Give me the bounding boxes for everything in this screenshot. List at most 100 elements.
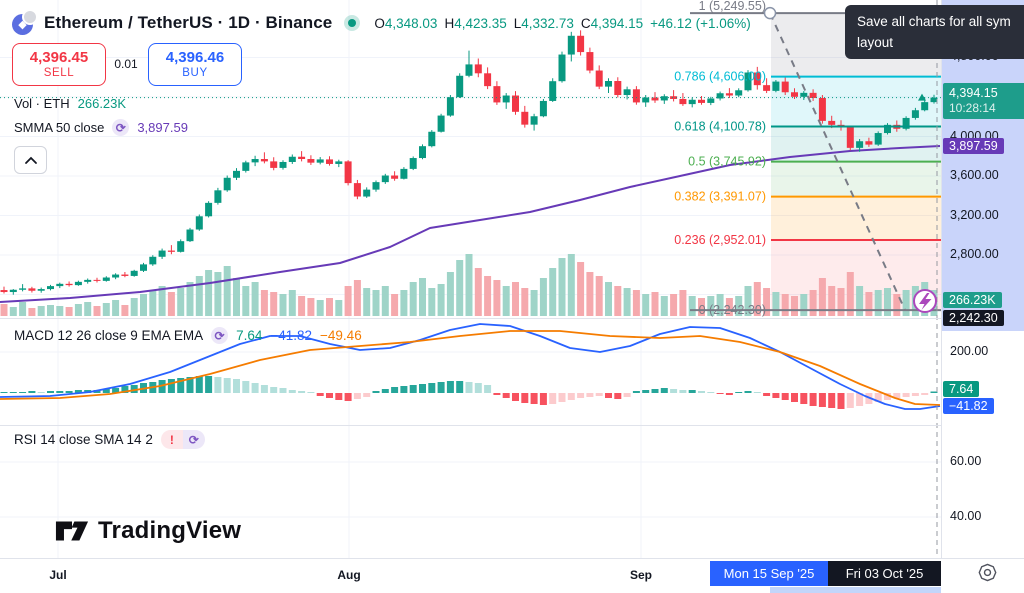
- macd-histogram-bar: [818, 393, 826, 407]
- collapse-legend-button[interactable]: [14, 146, 47, 174]
- pane-separator-macd-rsi[interactable]: [0, 425, 1024, 426]
- macd-histogram-bar: [567, 393, 575, 400]
- close-value: 4,394.15: [590, 15, 644, 31]
- volume-bar: [623, 288, 631, 316]
- price-axis[interactable]: 4,800.004,000.003,600.003,200.002,800.00…: [942, 0, 1024, 558]
- macd-histogram-bar: [409, 385, 417, 393]
- volume-bar: [47, 305, 54, 316]
- volume-axis-badge: 266.23K: [943, 292, 1002, 308]
- macd-histogram-bar: [930, 391, 938, 393]
- candle-body: [670, 96, 678, 99]
- volume-bar: [502, 286, 510, 316]
- candle-body: [391, 175, 399, 179]
- candle-body: [223, 177, 231, 191]
- macd-histogram-bar: [372, 391, 380, 393]
- macd-legend[interactable]: MACD 12 26 close 9 EMA EMA ⟳ 7.64 −41.82…: [14, 327, 362, 344]
- close-label: C: [580, 15, 591, 31]
- candle-body: [865, 141, 873, 145]
- candle-body: [446, 97, 454, 116]
- volume-bar: [763, 288, 771, 316]
- macd-histogram-bar: [19, 392, 27, 393]
- volume-bar: [549, 268, 557, 316]
- volume-bar: [381, 286, 389, 316]
- macd-histogram-bar: [791, 393, 798, 402]
- fib-level-label: 0.236 (2,952.01): [674, 233, 766, 247]
- volume-bar: [56, 306, 64, 316]
- volume-legend[interactable]: Vol · ETH 266.23K: [14, 96, 126, 111]
- volume-bar: [456, 260, 464, 316]
- candle-body: [772, 81, 780, 91]
- buy-price: 4,396.46: [165, 49, 225, 67]
- candle-body: [530, 116, 538, 125]
- quick-trade-button[interactable]: [913, 289, 937, 313]
- volume-bar: [605, 282, 612, 316]
- time-axis[interactable]: Jul Aug Sep Mon 15 Sep '25 Fri 03 Oct '25: [0, 559, 1024, 593]
- tradingview-logo[interactable]: TradingView: [55, 517, 241, 545]
- refresh-icon[interactable]: ⟳: [211, 327, 229, 344]
- candle-body: [214, 190, 222, 203]
- sell-button[interactable]: 4,396.45 SELL: [12, 43, 106, 86]
- market-status-icon[interactable]: [344, 15, 361, 31]
- volume-bar: [679, 290, 687, 316]
- macd-histogram-bar: [223, 378, 231, 393]
- range-end-badge: Fri 03 Oct '25: [828, 561, 941, 586]
- macd-signal-line: [0, 330, 941, 406]
- volume-bar: [865, 292, 873, 316]
- macd-histogram-bar: [316, 393, 324, 396]
- volume-bar: [316, 300, 324, 316]
- volume-bar: [19, 302, 27, 316]
- fib-zero-badge: 2,242.30: [943, 310, 1004, 326]
- volume-bar: [74, 304, 82, 316]
- fib-level-label: 0 (2,242.30): [699, 303, 766, 317]
- candle-body: [121, 274, 129, 276]
- candle-body: [335, 161, 343, 164]
- macd-histogram-bar: [37, 392, 45, 393]
- volume-bar: [716, 294, 724, 316]
- smma-label: SMMA 50 close: [14, 120, 105, 135]
- refresh-icon[interactable]: ⟳: [182, 430, 205, 449]
- tradingview-wordmark: TradingView: [98, 517, 242, 544]
- macd-histogram-bar: [484, 385, 492, 393]
- macd-histogram-bar: [288, 390, 296, 393]
- rsi-label: RSI 14 close SMA 14 2: [14, 432, 153, 447]
- candle-body: [744, 72, 752, 91]
- sell-price: 4,396.45: [29, 49, 89, 67]
- refresh-icon[interactable]: ⟳: [112, 119, 130, 136]
- symbol-title[interactable]: Ethereum / TetherUS · 1D · Binance: [44, 13, 333, 32]
- volume-bar: [744, 286, 752, 316]
- last-price-value: 4,394.15: [949, 86, 998, 100]
- pane-separator-main-macd[interactable]: [0, 318, 1024, 319]
- macd-histogram-bar: [530, 393, 538, 404]
- macd-histogram-bar: [846, 393, 854, 408]
- candle-body: [428, 131, 436, 147]
- smma-legend[interactable]: SMMA 50 close ⟳ 3,897.59: [14, 119, 188, 136]
- gear-icon[interactable]: [977, 562, 998, 583]
- smma-price-badge: 3,897.59: [943, 138, 1004, 154]
- fib-level-label: 0.382 (3,391.07): [674, 190, 766, 204]
- macd-histogram-bar: [493, 393, 501, 395]
- volume-bar: [558, 258, 566, 316]
- buy-button[interactable]: 4,396.46 BUY: [148, 43, 242, 86]
- macd-histogram-bar: [298, 391, 306, 393]
- error-icon[interactable]: !: [160, 430, 183, 449]
- rsi-axis-label: 60.00: [950, 454, 982, 468]
- macd-histogram-bar: [0, 392, 8, 393]
- volume-bar: [130, 298, 138, 316]
- macd-histogram-bar: [828, 393, 836, 408]
- chart-canvas[interactable]: 1 (5,249.55) 0.786 (4,606.00) 0.618 (4,100…: [0, 0, 941, 558]
- macd-histogram-bar: [632, 391, 640, 393]
- volume-bar: [9, 307, 17, 316]
- candle-body: [93, 279, 101, 281]
- candle-body: [549, 81, 557, 101]
- volume-bar: [140, 294, 147, 316]
- volume-bar: [298, 296, 306, 316]
- open-label: O: [374, 15, 385, 31]
- candle-body: [177, 241, 185, 252]
- volume-bar: [437, 284, 445, 316]
- rsi-legend[interactable]: RSI 14 close SMA 14 2 ! ⟳: [14, 430, 205, 449]
- symbol-logo-icon[interactable]: ◆: [12, 9, 38, 35]
- macd-histogram-bar: [735, 392, 743, 393]
- candle-body: [456, 75, 464, 98]
- macd-histogram-bar: [521, 393, 529, 403]
- macd-histogram-bar: [781, 393, 789, 400]
